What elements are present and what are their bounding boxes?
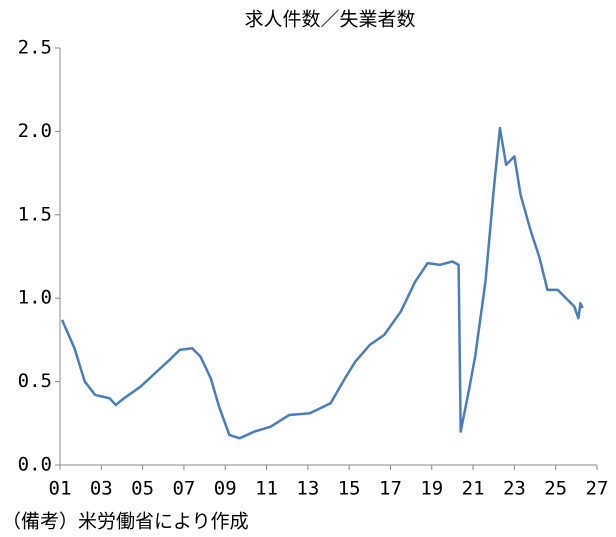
x-tick-label: 03 xyxy=(90,478,113,500)
x-tick-label: 01 xyxy=(49,478,72,500)
x-tick-label: 13 xyxy=(296,478,319,500)
x-tick-label: 05 xyxy=(131,478,154,500)
x-tick-label: 15 xyxy=(338,478,361,500)
x-tick-label: 07 xyxy=(172,478,195,500)
footnote: （備考）米労働省により作成 xyxy=(2,511,249,533)
x-tick-label: 17 xyxy=(379,478,402,500)
y-tick-label: 1.5 xyxy=(18,203,52,225)
x-tick-label: 11 xyxy=(255,478,278,500)
chart-title: 求人件数／失業者数 xyxy=(244,9,415,31)
x-tick-label: 23 xyxy=(503,478,526,500)
data-line xyxy=(60,126,584,440)
y-tick-label: 2.0 xyxy=(18,120,52,142)
x-tick-label: 19 xyxy=(420,478,443,500)
x-tick-label: 21 xyxy=(462,478,485,500)
y-tick-label: 0.5 xyxy=(18,370,52,392)
y-tick-label: 1.0 xyxy=(18,287,52,309)
x-tick-label: 09 xyxy=(214,478,237,500)
y-tick-label: 2.5 xyxy=(18,37,52,59)
x-tick-label: 25 xyxy=(544,478,567,500)
y-tick-label: 0.0 xyxy=(18,454,52,476)
x-tick-label: 27 xyxy=(586,478,609,500)
